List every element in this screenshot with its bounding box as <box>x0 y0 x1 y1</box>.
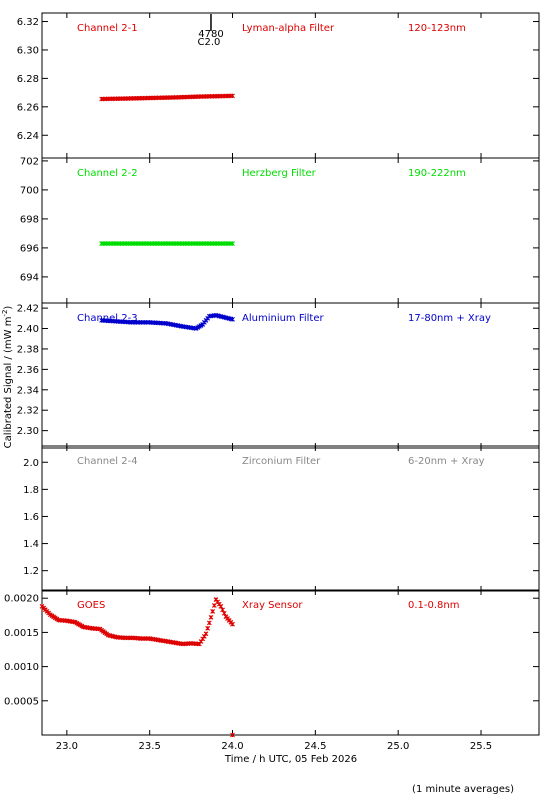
panel-1: 6.24 6.26 6.28 6.30 6.32 Channel 2-1 Lyman-alp… <box>17 12 540 159</box>
panel-frame <box>41 302 540 449</box>
y-tick-label: 2.40 <box>17 324 39 335</box>
x-tick-label: 23.5 <box>139 741 161 752</box>
y-tick-label: 1.4 <box>23 539 39 550</box>
y-tick-label: 2.42 <box>17 304 39 315</box>
y-tick-label: 1.6 <box>23 512 39 523</box>
panel-band-label: 120-123nm <box>408 23 466 34</box>
panel-band-label: 190-222nm <box>408 168 466 179</box>
panel-frame <box>41 589 540 736</box>
y-tick-label: 0.0015 <box>4 628 39 639</box>
panel-5: 0.0005 0.0010 0.0015 0.0020 GOES Xray Sensor 0… <box>4 589 540 738</box>
panel-filter-label: Aluminium Filter <box>242 313 325 324</box>
y-tick-label: 702 <box>20 156 39 167</box>
y-tick-label: 2.36 <box>17 365 39 376</box>
panel-channel-label: Channel 2-3 <box>77 313 138 324</box>
y-tick-label: 2.30 <box>17 426 39 437</box>
y-tick-label: 2.34 <box>17 385 39 396</box>
y-axis-label-main: Calibrated Signal / (mW m <box>3 317 14 449</box>
data-point <box>208 614 214 620</box>
flare-marker-id: 4780 <box>198 29 223 40</box>
data-point <box>230 93 235 99</box>
data-point <box>205 625 211 631</box>
x-tick-label: 23.0 <box>56 741 78 752</box>
x-axis-label: Time / h UTC, 05 Feb 2026 <box>224 754 357 765</box>
panel-channel-label: Channel 2-2 <box>77 168 138 179</box>
y-axis-label-group: Calibrated Signal / (mW m-2) <box>1 306 14 449</box>
data-point <box>210 609 216 614</box>
y-axis-label-end: ) <box>3 306 14 310</box>
panel-channel-label: Channel 2-1 <box>77 23 138 34</box>
panel-band-label: 6-20nm + Xray <box>408 456 485 467</box>
panel-4: 1.2 1.4 1.6 1.8 2.0 Channel 2-4 Zirconium Filt… <box>23 445 540 592</box>
y-axis-label: Calibrated Signal / (mW m-2) <box>1 306 14 449</box>
panel-frame <box>41 157 540 304</box>
data-point <box>230 621 235 627</box>
x-tick-label: 24.0 <box>221 741 243 752</box>
y-tick-label: 6.26 <box>17 102 39 113</box>
x-tick-label: 24.5 <box>304 741 326 752</box>
panel-filter-label: Zirconium Filter <box>242 456 321 467</box>
footnote: (1 minute averages) <box>412 784 514 795</box>
flare-marker-class: C2.0 <box>198 37 221 48</box>
data-point <box>206 620 212 626</box>
panel-filter-label: Lyman-alpha Filter <box>242 23 335 34</box>
y-tick-label: 696 <box>20 243 39 254</box>
panel-channel-label: Channel 2-4 <box>77 456 138 467</box>
y-tick-label: 694 <box>20 272 39 283</box>
y-tick-label: 6.24 <box>17 131 39 142</box>
panel-filter-label: Xray Sensor <box>242 600 303 611</box>
y-tick-label: 6.32 <box>17 17 39 28</box>
panel-frame <box>41 445 540 592</box>
y-tick-label: 6.30 <box>17 45 39 56</box>
y-tick-label: 2.0 <box>23 458 39 469</box>
panel-2: 694 696 698 700 702 Channel 2-2 Herzberg Filte… <box>20 156 540 304</box>
y-tick-label: 2.38 <box>17 344 39 355</box>
y-axis-label-sup: -2 <box>1 310 9 317</box>
panel-frame <box>41 12 540 159</box>
panels-layer: 6.24 6.26 6.28 6.30 6.32 Channel 2-1 Lyman-alp… <box>4 12 540 752</box>
y-tick-label: 2.32 <box>17 406 39 417</box>
x-tick-label: 25.0 <box>387 741 409 752</box>
panel-3: 2.30 2.32 2.34 2.36 2.38 2.40 2.42 Channel 2-3 A… <box>17 302 540 449</box>
panel-band-label: 0.1-0.8nm <box>408 600 460 611</box>
y-tick-label: 1.8 <box>23 485 39 496</box>
y-tick-label: 0.0005 <box>4 696 39 707</box>
x-tick-label: 25.5 <box>470 741 492 752</box>
data-point <box>230 316 235 322</box>
data-point <box>203 631 209 637</box>
y-tick-label: 700 <box>20 185 39 196</box>
panel-channel-label: GOES <box>77 600 105 611</box>
panel-filter-label: Herzberg Filter <box>242 168 317 179</box>
data-point <box>230 732 235 738</box>
data-point <box>230 241 235 246</box>
y-tick-label: 698 <box>20 214 39 225</box>
y-tick-label: 6.28 <box>17 74 39 85</box>
data-point <box>211 603 217 608</box>
y-tick-label: 0.0010 <box>4 662 39 673</box>
y-tick-label: 1.2 <box>23 566 39 577</box>
y-tick-label: 0.0020 <box>4 594 39 605</box>
panel-band-label: 17-80nm + Xray <box>408 313 491 324</box>
